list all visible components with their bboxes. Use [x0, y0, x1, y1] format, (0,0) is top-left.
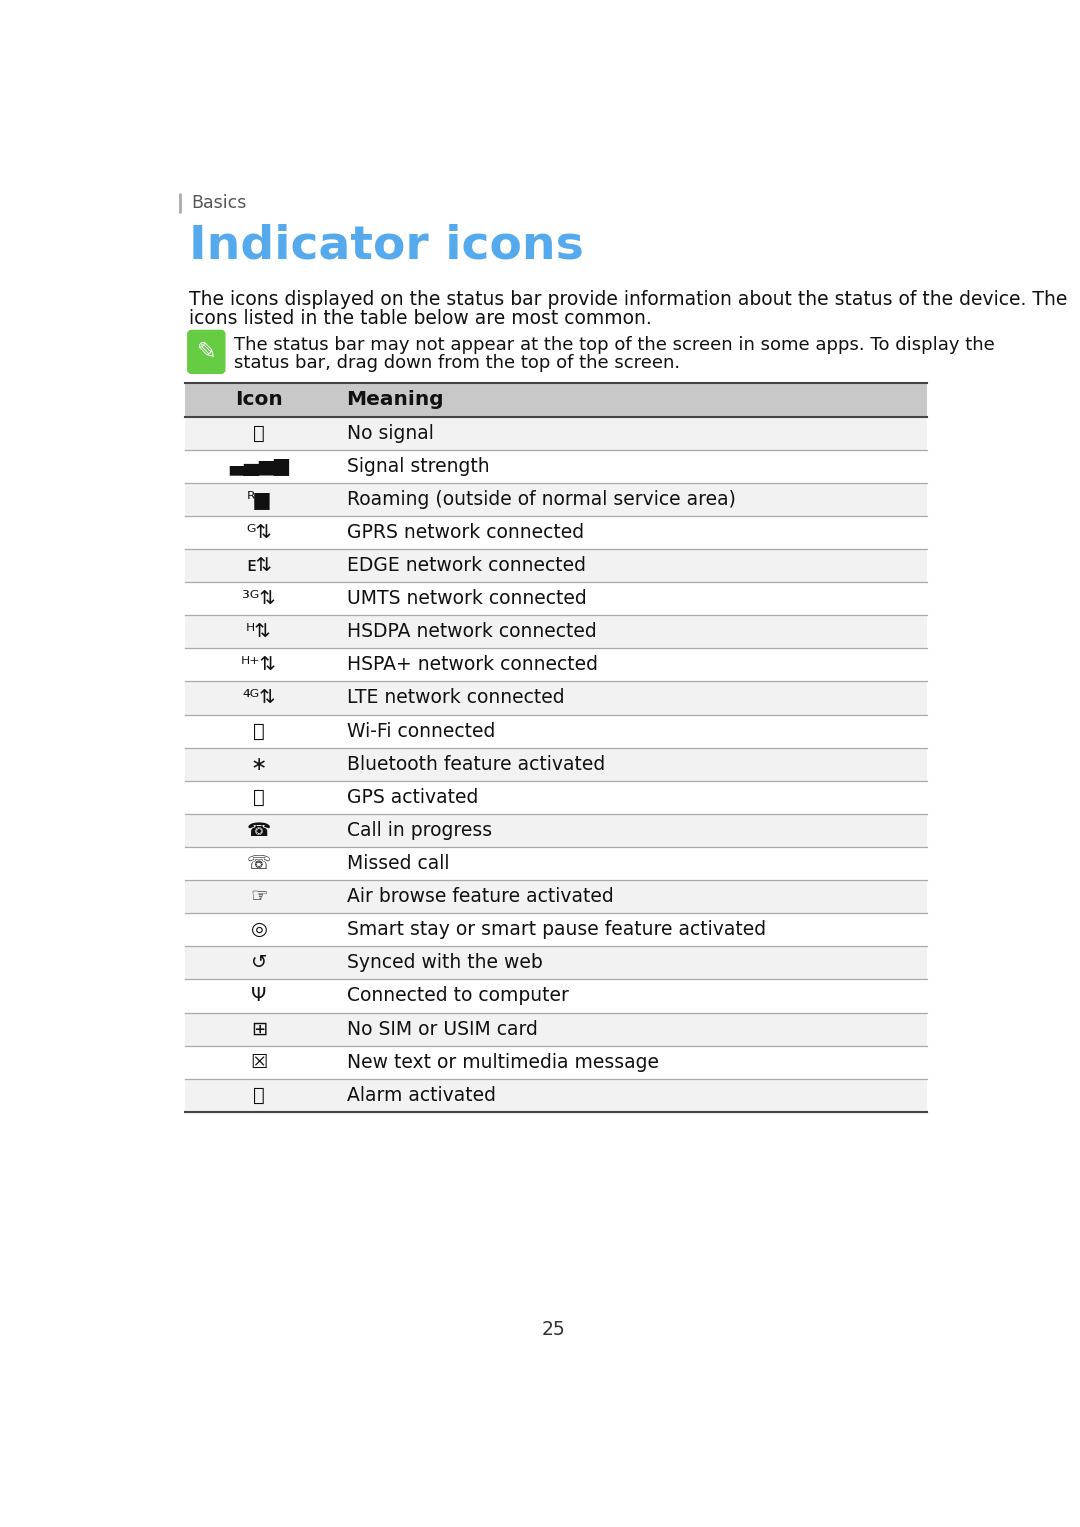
Bar [186, 649, 927, 681]
Bar [186, 383, 927, 417]
Text: Meaning: Meaning [347, 391, 444, 409]
Text: ☏: ☏ [247, 854, 271, 873]
Bar [186, 582, 927, 615]
Bar [186, 947, 927, 979]
Text: Air browse feature activated: Air browse feature activated [347, 887, 613, 906]
Bar [186, 1046, 927, 1078]
Text: Connected to computer: Connected to computer [347, 986, 568, 1005]
Text: The status bar may not appear at the top of the screen in some apps. To display : The status bar may not appear at the top… [234, 336, 995, 354]
Bar [186, 550, 927, 582]
Bar [186, 1012, 927, 1046]
Text: GPRS network connected: GPRS network connected [347, 522, 583, 542]
Text: Bluetooth feature activated: Bluetooth feature activated [347, 754, 605, 774]
Text: ᴴ⁺⇅: ᴴ⁺⇅ [241, 655, 276, 675]
Bar [186, 1078, 927, 1112]
Text: Wi-Fi connected: Wi-Fi connected [347, 722, 495, 741]
Text: ᴿ▇: ᴿ▇ [247, 490, 271, 508]
Text: ᴴ⇅: ᴴ⇅ [246, 623, 272, 641]
Text: ↺: ↺ [251, 953, 267, 973]
Text: GPS activated: GPS activated [347, 788, 478, 806]
Text: ☒: ☒ [251, 1052, 268, 1072]
Text: Synced with the web: Synced with the web [347, 953, 542, 973]
Text: ⁴ᴳ⇅: ⁴ᴳ⇅ [242, 689, 275, 707]
Text: status bar, drag down from the top of the screen.: status bar, drag down from the top of th… [234, 354, 680, 373]
Text: ✎: ✎ [197, 341, 216, 363]
Text: Ψ: Ψ [252, 986, 267, 1005]
Text: ⏰: ⏰ [253, 1086, 265, 1106]
Bar [186, 681, 927, 715]
Text: icons listed in the table below are most common.: icons listed in the table below are most… [189, 308, 652, 328]
Text: ⃠: ⃠ [253, 423, 265, 443]
Text: ◎: ◎ [251, 921, 268, 939]
Bar [186, 913, 927, 947]
Bar [186, 847, 927, 880]
Text: Basics: Basics [191, 194, 246, 212]
Text: ³ᴳ⇅: ³ᴳ⇅ [242, 589, 275, 608]
Bar [186, 880, 927, 913]
Text: Indicator icons: Indicator icons [189, 224, 584, 269]
Text: No SIM or USIM card: No SIM or USIM card [347, 1020, 538, 1038]
Text: The icons displayed on the status bar provide information about the status of th: The icons displayed on the status bar pr… [189, 290, 1068, 310]
Text: ∗: ∗ [251, 754, 267, 774]
Bar [186, 780, 927, 814]
Bar [186, 483, 927, 516]
Text: Missed call: Missed call [347, 854, 449, 873]
FancyBboxPatch shape [189, 331, 225, 373]
Bar [186, 615, 927, 649]
Text: ᴳ⇅: ᴳ⇅ [246, 522, 272, 542]
Text: Signal strength: Signal strength [347, 457, 489, 476]
Bar [186, 417, 927, 449]
Bar [186, 748, 927, 780]
Text: Call in progress: Call in progress [347, 822, 491, 840]
Text: EDGE network connected: EDGE network connected [347, 556, 585, 576]
Text: ⊞: ⊞ [251, 1020, 267, 1038]
Text: ☞: ☞ [251, 887, 268, 906]
Text: Icon: Icon [235, 391, 283, 409]
Text: ⌖: ⌖ [253, 788, 265, 806]
Bar [186, 979, 927, 1012]
Text: ⭯: ⭯ [253, 722, 265, 741]
Bar [186, 814, 927, 847]
Text: New text or multimedia message: New text or multimedia message [347, 1052, 659, 1072]
Bar [186, 516, 927, 550]
Text: ▄▅▆▇: ▄▅▆▇ [229, 457, 289, 476]
Text: HSPA+ network connected: HSPA+ network connected [347, 655, 597, 675]
Text: Roaming (outside of normal service area): Roaming (outside of normal service area) [347, 490, 735, 508]
Text: Smart stay or smart pause feature activated: Smart stay or smart pause feature activa… [347, 921, 766, 939]
Text: UMTS network connected: UMTS network connected [347, 589, 586, 608]
Text: No signal: No signal [347, 423, 433, 443]
Text: Alarm activated: Alarm activated [347, 1086, 496, 1106]
Text: ☎: ☎ [247, 822, 271, 840]
Bar [186, 715, 927, 748]
Text: LTE network connected: LTE network connected [347, 689, 564, 707]
Text: 25: 25 [542, 1321, 565, 1339]
Text: ᴇ⇅: ᴇ⇅ [246, 556, 272, 576]
Text: HSDPA network connected: HSDPA network connected [347, 623, 596, 641]
Bar [186, 449, 927, 483]
